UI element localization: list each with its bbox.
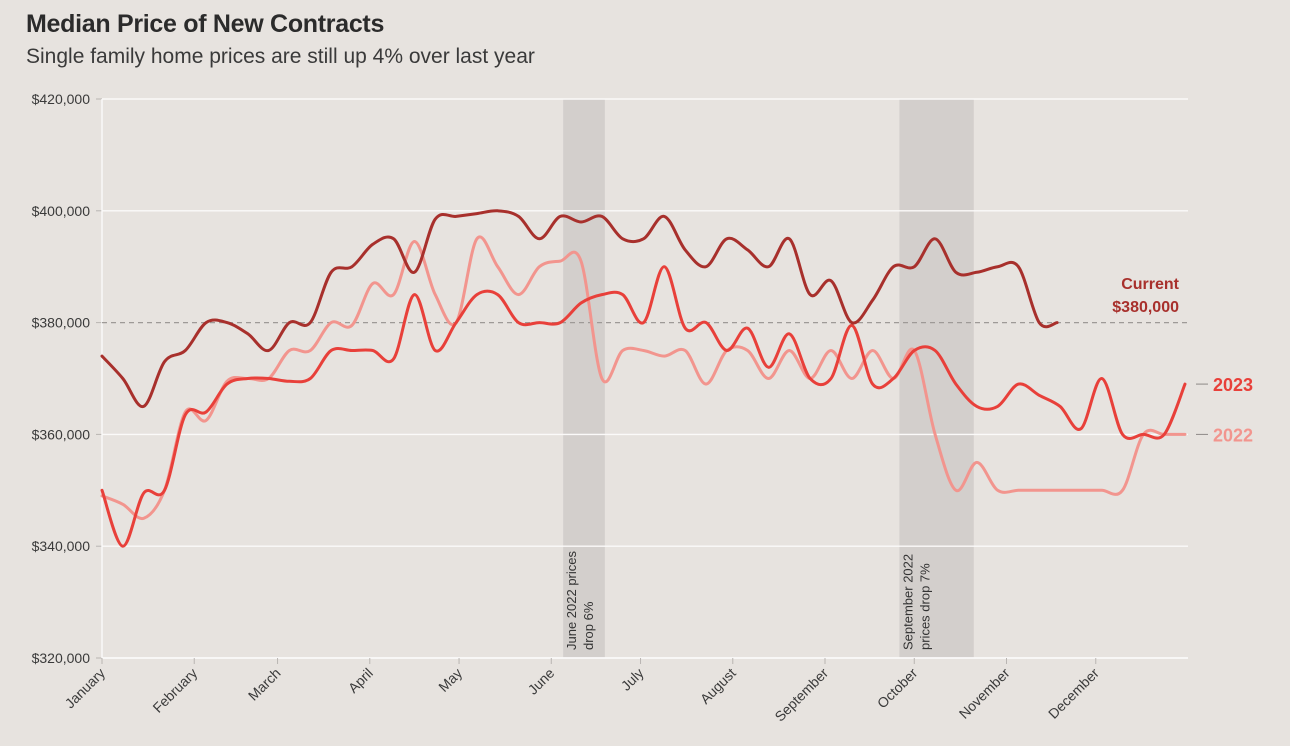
shaded-region-2: [899, 99, 974, 658]
x-tick-label: December: [1045, 665, 1102, 722]
y-tick-label: $420,000: [32, 91, 91, 107]
y-tick-label: $400,000: [32, 203, 91, 219]
chart-title: Median Price of New Contracts: [26, 10, 385, 38]
x-tick-label: November: [956, 665, 1013, 722]
x-tick-label: May: [435, 665, 465, 695]
end-label-2022: 2022: [1213, 425, 1253, 445]
x-tick-label: September: [771, 665, 831, 725]
shaded-region-label-line2: prices drop 7%: [917, 563, 932, 650]
shaded-region-1: [563, 99, 605, 658]
x-tick-label: April: [345, 665, 376, 696]
shaded-region-label-line1: June 2022 prices: [564, 550, 579, 650]
shaded-region-label-line2: drop 6%: [581, 601, 596, 650]
end-label-2023: 2023: [1213, 375, 1253, 395]
y-tick-label: $320,000: [32, 650, 91, 666]
series-line-2024: [100, 209, 1059, 408]
current-label-line2: $380,000: [1112, 299, 1179, 316]
y-tick-label: $360,000: [32, 426, 91, 442]
x-tick-label: March: [245, 665, 284, 704]
x-tick-label: August: [697, 665, 739, 707]
y-tick-label: $380,000: [32, 315, 91, 331]
x-tick-label: October: [874, 665, 921, 712]
x-tick-label: February: [149, 665, 200, 716]
x-tick-label: July: [618, 665, 647, 694]
series-line-2023: [100, 265, 1187, 548]
current-label-line1: Current: [1121, 276, 1179, 293]
shaded-region-label-line1: September 2022: [900, 554, 915, 650]
series-line-2022: [100, 235, 1187, 521]
x-tick-label: January: [62, 665, 109, 712]
x-tick-label: June: [525, 665, 558, 698]
chart-subtitle: Single family home prices are still up 4…: [26, 45, 535, 68]
y-tick-label: $340,000: [32, 538, 91, 554]
